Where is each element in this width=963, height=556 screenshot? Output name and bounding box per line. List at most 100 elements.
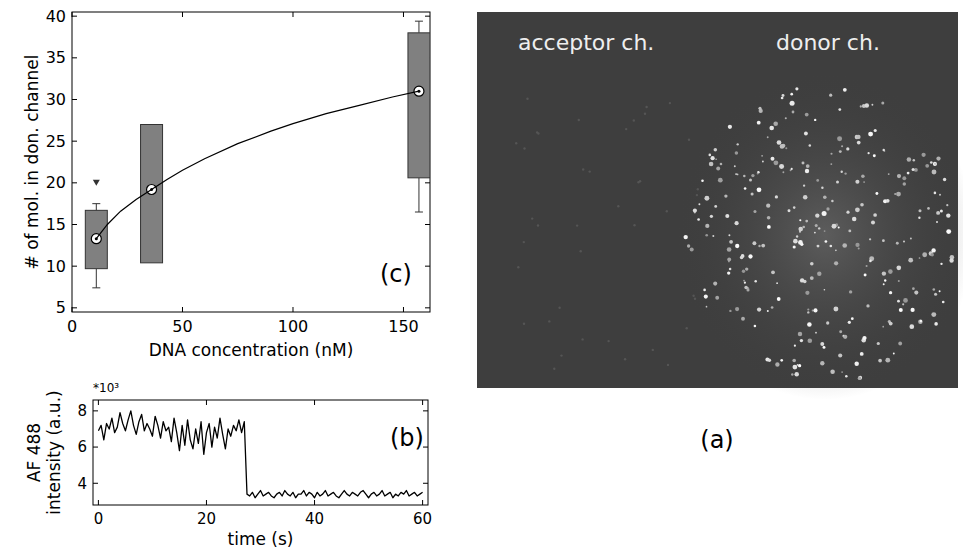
spot <box>751 174 754 177</box>
faint-spot <box>531 217 533 219</box>
spot <box>805 169 809 173</box>
spot <box>903 241 905 243</box>
spot <box>757 307 761 311</box>
faint-spot <box>692 295 694 297</box>
y-tick-label: 15 <box>46 215 66 234</box>
spot <box>808 339 813 344</box>
spot <box>856 135 860 139</box>
spot <box>728 261 730 263</box>
spot <box>714 205 717 208</box>
spot <box>791 373 794 376</box>
data-layer <box>85 21 430 288</box>
faint-spot <box>517 266 519 268</box>
spot <box>735 307 739 311</box>
spot <box>882 326 884 328</box>
spot <box>690 247 694 251</box>
spot <box>737 143 739 145</box>
spot <box>785 147 787 149</box>
whisker <box>96 204 97 211</box>
spot <box>843 335 847 339</box>
spot <box>727 247 732 252</box>
channel-label: donor ch. <box>776 30 880 55</box>
x-tick <box>182 307 183 312</box>
spot <box>921 153 925 157</box>
spot <box>728 125 732 129</box>
spot <box>882 149 884 151</box>
spot <box>908 258 913 263</box>
x-tick-label: 150 <box>388 317 419 336</box>
spot <box>851 317 854 320</box>
spot <box>792 359 796 363</box>
spot <box>758 107 761 110</box>
spot <box>790 101 795 106</box>
x-tick <box>314 500 315 505</box>
spot <box>855 243 859 247</box>
spot <box>831 200 834 203</box>
median-ring <box>414 86 424 96</box>
spot <box>710 156 714 160</box>
spot <box>802 226 805 229</box>
data-layer <box>98 411 422 498</box>
box <box>141 125 163 263</box>
whisker-cap <box>92 287 100 288</box>
spot <box>780 144 785 149</box>
spot <box>864 274 867 277</box>
spot <box>933 162 937 166</box>
spot <box>838 108 841 111</box>
whisker <box>418 178 419 212</box>
spot <box>744 282 746 284</box>
y-tick <box>425 266 430 267</box>
spot <box>914 168 918 172</box>
spot <box>830 163 832 165</box>
spot <box>832 224 837 229</box>
spot <box>918 319 922 323</box>
y-tick <box>425 182 430 183</box>
spot <box>949 258 953 262</box>
spot <box>829 94 832 97</box>
y-tick-label: 6 <box>77 438 87 456</box>
faint-spot <box>526 98 528 100</box>
spot <box>838 226 840 228</box>
spot <box>705 234 708 237</box>
spot <box>805 291 809 295</box>
spot <box>777 140 782 145</box>
x-tick <box>206 500 207 505</box>
faint-spot <box>523 241 525 243</box>
spot <box>857 141 861 145</box>
spot <box>771 157 775 161</box>
spot <box>768 358 771 361</box>
spot <box>791 168 793 170</box>
spot <box>807 322 812 327</box>
spot <box>752 241 756 245</box>
spot <box>758 245 760 247</box>
spot <box>735 244 739 248</box>
y-tick <box>93 483 98 484</box>
spot <box>849 290 852 293</box>
spot <box>798 240 803 245</box>
plot-frame <box>72 12 430 312</box>
x-tick <box>98 400 99 405</box>
spot <box>885 358 890 363</box>
axes: 0204060468 <box>77 400 432 528</box>
y-tick <box>72 307 77 308</box>
spot <box>875 192 878 195</box>
spot <box>766 204 770 208</box>
spot <box>844 172 846 174</box>
spot <box>698 203 700 205</box>
y-tick <box>72 57 77 58</box>
spot <box>775 362 779 366</box>
spot <box>869 260 872 263</box>
spot <box>902 176 906 180</box>
spot <box>889 291 892 294</box>
spot <box>846 147 849 150</box>
spot <box>799 219 801 221</box>
spot <box>898 280 900 282</box>
spot <box>825 240 828 243</box>
spot <box>907 157 912 162</box>
spot <box>822 211 827 216</box>
spot <box>744 286 748 290</box>
spot <box>902 303 904 305</box>
spot <box>793 206 796 209</box>
spot <box>749 179 752 182</box>
spot <box>792 111 795 114</box>
